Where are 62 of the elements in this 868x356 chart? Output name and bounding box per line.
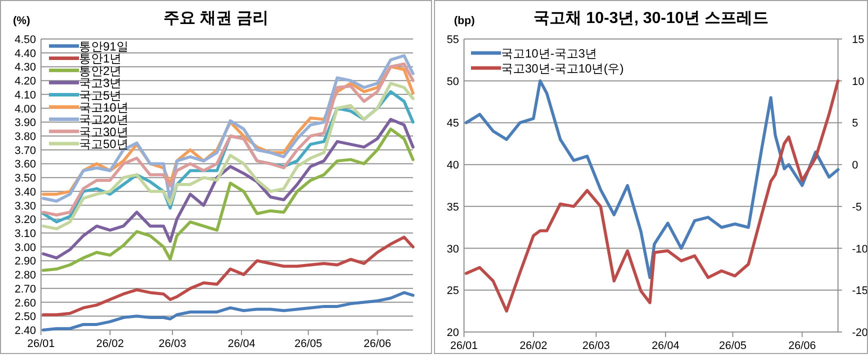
x-tick-label: 26/01 [27,338,55,350]
legend-label: 통안91일 [79,40,128,54]
x-tick-label: 26/02 [520,340,548,352]
y-axis-title: (%) [13,15,30,27]
x-tick-label: 26/04 [228,338,256,350]
y-tick-label: 40 [446,160,459,172]
y-tick-label: 30 [446,243,459,256]
y-tick-label: 2.60 [14,297,36,310]
x-tick-label: 26/06 [788,340,816,352]
legend-label: 통안1년 [79,52,122,66]
y-tick-label: 3.90 [14,117,36,130]
chart-title: 국고채 10-3년, 30-10년 스프레드 [534,10,768,27]
legend-label: 국고30년-국고10년(우) [501,62,624,76]
y-tick-label: 45 [446,118,459,130]
y-tick-label: 3.40 [14,186,36,198]
y-tick-label: 2.80 [14,270,36,282]
x-tick-label: 26/05 [294,338,322,350]
y-tick-label: 3.10 [14,228,36,240]
y-tick-label: 2.70 [14,283,36,296]
y2-tick-label: 15 [852,34,864,46]
y-tick-label: 2.40 [14,325,36,337]
x-tick-label: 26/03 [158,338,186,350]
x-tick-label: 26/05 [718,340,747,352]
y-tick-label: 3.50 [14,172,36,185]
y-tick-label: 3.80 [14,131,36,143]
chart-title: 주요 채권 금리 [164,10,268,27]
y-tick-label: 4.40 [14,48,36,60]
y-tick-label: 4.30 [14,62,36,74]
y-tick-label: 3.30 [14,200,36,212]
y-tick-label: 4.00 [14,103,36,116]
legend-label: 국고50년 [79,137,128,152]
x-tick-label: 26/01 [450,340,478,352]
y-tick-label: 4.20 [14,76,36,88]
y2-tick-label: 5 [852,118,858,130]
y-tick-label: 2.50 [14,311,36,324]
y2-tick-label: 10 [852,76,864,88]
y-tick-label: 4.50 [14,34,36,46]
legend-label: 국고10년 [79,100,128,114]
y-tick-label: 3.00 [14,242,36,254]
legend-label: 국고30년 [79,124,128,139]
legend-label: 국고20년 [79,112,128,127]
y-tick-label: 3.60 [14,158,36,171]
y-tick-label: 35 [446,201,459,214]
y-tick-label: 3.20 [14,214,36,226]
y-tick-label: 20 [446,327,459,339]
y-tick-label: 25 [446,285,459,298]
legend-label: 국고3년 [79,76,122,90]
y-tick-label: 55 [446,34,459,46]
y-tick-label: 50 [446,76,459,88]
x-tick-label: 26/06 [364,338,392,350]
legend-label: 국고10년-국고3년 [501,46,598,60]
y2-tick-label: -5 [852,201,862,214]
y2-tick-label: 0 [852,160,858,172]
y-axis-title: (bp) [454,15,476,27]
x-tick-label: 26/02 [96,338,124,350]
x-tick-label: 26/04 [652,340,680,352]
x-tick-label: 26/03 [582,340,610,352]
legend-label: 통안2년 [79,64,122,78]
y-tick-label: 4.10 [14,89,36,102]
legend-label: 국고5년 [79,88,122,102]
y-tick-label: 3.70 [14,144,36,157]
y-tick-label: 2.90 [14,256,36,268]
